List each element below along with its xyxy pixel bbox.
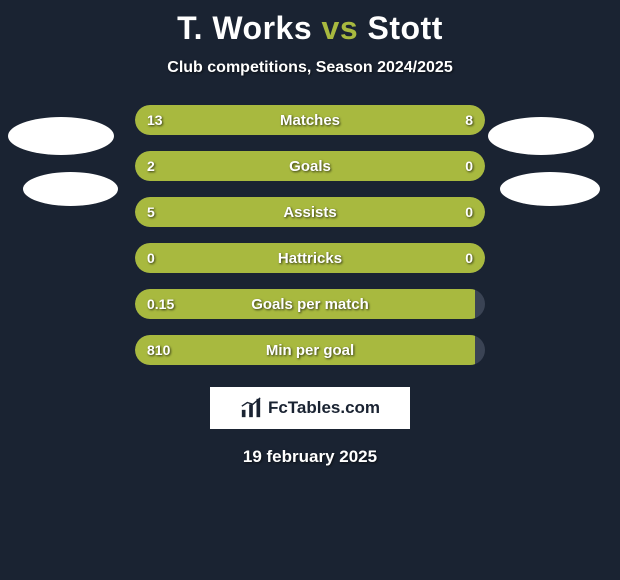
avatar-right-1: [500, 172, 600, 206]
logo-text: FcTables.com: [268, 398, 380, 418]
stat-row: Assists50: [135, 197, 485, 227]
comparison-title: T. Works vs Stott: [0, 0, 620, 47]
stat-bar-right: [352, 105, 485, 135]
avatar-right-0: [488, 117, 594, 155]
player2-name: Stott: [368, 10, 443, 46]
stats-list: Matches138 Goals20 Assists50 Hattricks00 Goa…: [135, 105, 485, 365]
chart-icon: [240, 397, 262, 419]
stat-row: Min per goal810: [135, 335, 485, 365]
subtitle: Club competitions, Season 2024/2025: [0, 59, 620, 77]
avatar-left-1: [23, 172, 118, 206]
stat-bar-left: [135, 335, 475, 365]
stat-row: Goals20: [135, 151, 485, 181]
vs-text: vs: [322, 10, 359, 46]
stat-bar-left: [135, 243, 310, 273]
stat-bar-right: [310, 243, 485, 273]
avatar-left-0: [8, 117, 114, 155]
footer-date: 19 february 2025: [0, 447, 620, 467]
player1-name: T. Works: [177, 10, 312, 46]
stat-row: Matches138: [135, 105, 485, 135]
stat-bar-right: [398, 197, 486, 227]
stat-bar-left: [135, 289, 475, 319]
site-logo: FcTables.com: [210, 387, 410, 429]
stat-bar-right: [398, 151, 486, 181]
stat-bar-left: [135, 197, 398, 227]
stat-bar-left: [135, 151, 398, 181]
stat-row: Goals per match0.15: [135, 289, 485, 319]
stat-row: Hattricks00: [135, 243, 485, 273]
stat-bar-left: [135, 105, 352, 135]
